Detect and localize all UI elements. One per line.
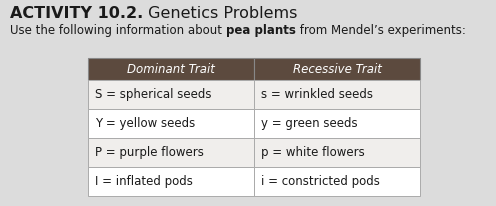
Text: I = inflated pods: I = inflated pods — [95, 175, 193, 188]
Bar — [254, 58, 420, 80]
Bar — [88, 58, 254, 80]
Bar — [254, 138, 420, 167]
Text: Dominant Trait: Dominant Trait — [127, 62, 215, 76]
Text: p = white flowers: p = white flowers — [261, 146, 365, 159]
Bar — [88, 138, 254, 167]
Text: Genetics Problems: Genetics Problems — [143, 6, 298, 21]
Text: S = spherical seeds: S = spherical seeds — [95, 88, 211, 101]
Text: pea plants: pea plants — [226, 24, 296, 37]
Text: y = green seeds: y = green seeds — [261, 117, 358, 130]
Text: ACTIVITY 10.2.: ACTIVITY 10.2. — [10, 6, 143, 21]
Text: Y = yellow seeds: Y = yellow seeds — [95, 117, 195, 130]
Bar — [88, 109, 254, 138]
Text: s = wrinkled seeds: s = wrinkled seeds — [261, 88, 373, 101]
Text: from Mendel’s experiments:: from Mendel’s experiments: — [296, 24, 466, 37]
Bar — [88, 167, 254, 196]
Text: P = purple flowers: P = purple flowers — [95, 146, 204, 159]
Text: Use the following information about: Use the following information about — [10, 24, 226, 37]
Bar — [254, 80, 420, 109]
Text: i = constricted pods: i = constricted pods — [261, 175, 380, 188]
Bar — [254, 167, 420, 196]
Bar — [254, 109, 420, 138]
Bar — [88, 80, 254, 109]
Text: Recessive Trait: Recessive Trait — [293, 62, 381, 76]
